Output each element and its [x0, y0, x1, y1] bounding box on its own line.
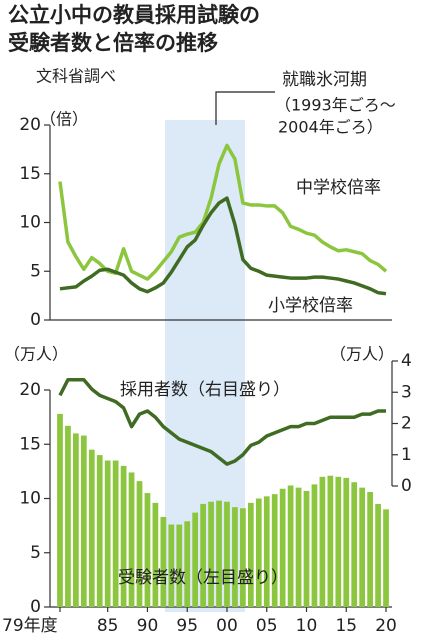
y2-tick-label: 0 — [401, 476, 412, 496]
annotation: 就職氷河期 — [282, 70, 367, 90]
y-tick-label: 0 — [30, 597, 41, 617]
bar — [192, 512, 199, 607]
bar — [120, 465, 127, 607]
series-label: 採用者数（右目盛り） — [120, 380, 290, 400]
bar — [80, 435, 87, 607]
bar — [73, 433, 79, 607]
bar — [57, 413, 63, 607]
bar — [359, 487, 366, 607]
annotation: 2004年ごろ） — [278, 118, 383, 137]
bar — [375, 503, 381, 607]
x-tick-label: 00 — [216, 616, 238, 636]
y-tick-label: 15 — [19, 434, 41, 454]
series-line — [59, 196, 387, 296]
bar — [343, 477, 350, 607]
y-tick-label: 20 — [19, 380, 41, 400]
y2-tick-label: 2 — [401, 414, 412, 434]
y-tick-label: 10 — [19, 213, 41, 233]
y-tick-label: 15 — [19, 164, 41, 184]
x-tick-label: 85 — [97, 616, 119, 636]
y-tick-label: 0 — [30, 310, 41, 330]
bar — [65, 425, 71, 607]
bar — [263, 496, 270, 607]
bar — [208, 501, 214, 607]
x-tick-label: 90 — [137, 616, 159, 636]
bar — [184, 521, 191, 607]
bar — [136, 481, 143, 607]
source: 文科省調べ — [36, 67, 116, 86]
bar — [271, 494, 278, 607]
bar — [168, 524, 175, 607]
series-label: 中学校倍率 — [296, 178, 381, 198]
bar — [303, 490, 310, 607]
bar — [240, 508, 246, 607]
x-tick-label: 10 — [296, 616, 318, 636]
x-tick-label: 79年度 — [2, 616, 58, 636]
bar — [287, 485, 294, 607]
bar — [96, 455, 103, 607]
y-tick-label: 5 — [30, 543, 41, 563]
y2-axis-label: （万人） — [330, 345, 394, 364]
bar — [311, 484, 318, 607]
x-tick-label: 15 — [335, 616, 357, 636]
bar — [88, 449, 95, 607]
y2-tick-label: 1 — [401, 445, 412, 465]
y-tick-label: 20 — [19, 115, 41, 135]
series-label: 小学校倍率 — [268, 296, 353, 316]
y2-tick-label: 4 — [401, 351, 412, 371]
title: 受験者数と倍率の推移 — [8, 31, 218, 55]
bar — [327, 475, 334, 607]
bar — [112, 460, 119, 607]
leader-line — [215, 91, 275, 125]
bar — [216, 500, 222, 607]
y-tick-label: 5 — [30, 261, 41, 281]
series-label: 受験者数（左目盛り） — [118, 568, 288, 588]
bar — [319, 476, 326, 607]
bar — [383, 509, 389, 607]
bar — [232, 507, 238, 607]
bar — [104, 460, 111, 607]
series-line — [58, 378, 387, 466]
bar — [351, 482, 358, 607]
y2-tick-label: 3 — [401, 382, 412, 402]
y-axis-label: （万人） — [4, 345, 68, 364]
bar — [247, 502, 254, 607]
x-tick-label: 20 — [375, 616, 397, 636]
annotation: （1993年ごろ～ — [275, 96, 396, 115]
bar — [279, 488, 286, 607]
bar — [160, 516, 167, 607]
bar — [128, 472, 135, 607]
title: 公立小中の教員採用試験の — [8, 3, 260, 27]
bar — [295, 487, 302, 607]
bar — [200, 503, 206, 607]
bar — [335, 476, 342, 607]
bar — [224, 501, 230, 607]
bar — [176, 524, 183, 607]
y-tick-label: 10 — [19, 489, 41, 509]
bar — [367, 491, 373, 607]
bar — [255, 498, 262, 607]
bar — [152, 502, 159, 607]
y-axis-label: （倍） — [40, 110, 88, 129]
x-tick-label: 05 — [256, 616, 278, 636]
x-tick-label: 95 — [176, 616, 198, 636]
bar — [144, 493, 151, 607]
